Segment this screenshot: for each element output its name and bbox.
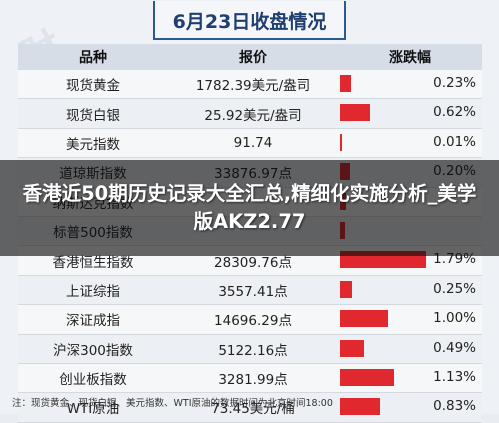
change-bar [340, 310, 389, 328]
row-change-value: 0.62% [433, 104, 476, 121]
table-row: 现货黄金 1782.39美元/盎司 0.23% [18, 70, 482, 100]
row-name: 沪深300指数 [18, 334, 168, 364]
row-change-cell: 0.25% [338, 275, 482, 306]
row-change-cell: 0.83% [338, 392, 482, 423]
headline-text: 香港近50期历史记录大全汇总,精细化实施分析_美学版AKZ2.77 [22, 182, 477, 233]
header-price: 报价 [168, 44, 338, 70]
row-name: 现货白银 [18, 98, 168, 129]
table-row: 深证成指 14696.29点 1.00% [18, 304, 482, 335]
row-change-value: 0.25% [433, 280, 476, 297]
row-name: 美元指数 [18, 128, 168, 159]
change-bar [340, 133, 342, 151]
row-name: 现货黄金 [18, 70, 168, 100]
row-price: 3281.99点 [168, 363, 338, 394]
row-name: 上证综指 [18, 275, 168, 306]
page-title: 6月23日收盘情况 [152, 0, 347, 40]
footnote: 注：现货黄金、现货白银、美元指数、WTI原油的数据时间为北京时间18:00 [12, 398, 333, 409]
row-change-value: 0.23% [433, 75, 476, 91]
row-name: 深证成指 [18, 304, 168, 335]
header-change: 涨跌幅 [338, 44, 482, 70]
title-box: 6月23日收盘情况 [0, 0, 499, 40]
table-row: 上证综指 3557.41点 0.25% [18, 275, 482, 306]
change-bar [340, 398, 380, 416]
row-change-value: 0.01% [433, 133, 476, 150]
table-row: 沪深300指数 5122.16点 0.49% [18, 334, 482, 364]
row-change-cell: 0.23% [338, 70, 482, 100]
row-name: 创业板指数 [18, 363, 168, 394]
row-change-value: 1.13% [433, 368, 476, 385]
row-change-value: 0.49% [433, 339, 476, 356]
row-change-cell: 0.49% [338, 334, 482, 364]
table-header-row: 品种 报价 涨跌幅 [18, 44, 482, 70]
change-bar [340, 75, 352, 92]
row-price: 14696.29点 [168, 304, 338, 335]
row-change-value: 1.00% [433, 310, 476, 327]
headline-overlay: 香港近50期历史记录大全汇总,精细化实施分析_美学版AKZ2.77 [0, 160, 499, 256]
row-change-cell: 0.01% [338, 128, 482, 159]
change-bar [340, 280, 352, 298]
row-price: 3557.41点 [168, 275, 338, 306]
change-bar [340, 104, 370, 122]
row-change-value: 0.83% [433, 398, 476, 415]
row-change-cell: 0.62% [338, 98, 482, 129]
row-change-cell: 1.00% [338, 304, 482, 335]
header-name: 品种 [18, 44, 168, 70]
change-bar [340, 368, 395, 386]
table-row: 创业板指数 3281.99点 1.13% [18, 363, 482, 394]
row-price: 5122.16点 [168, 334, 338, 364]
table-row: 美元指数 91.74 0.01% [18, 128, 482, 159]
row-price: 1782.39美元/盎司 [168, 70, 338, 100]
change-bar [340, 339, 364, 357]
table-row: 现货白银 25.92美元/盎司 0.62% [18, 98, 482, 129]
row-price: 25.92美元/盎司 [168, 98, 338, 129]
row-price: 91.74 [168, 128, 338, 159]
row-change-cell: 1.13% [338, 363, 482, 394]
